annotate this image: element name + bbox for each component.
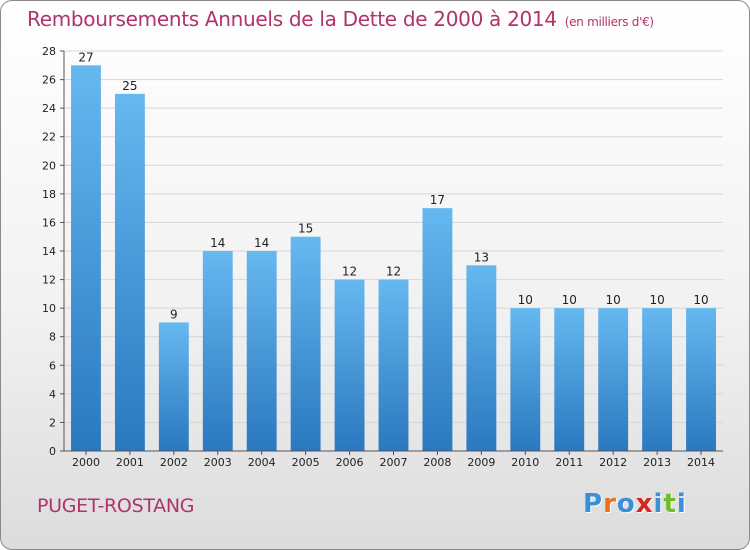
bar-2001 xyxy=(114,93,145,451)
bar-value-label: 14 xyxy=(210,236,225,250)
bar-value-label: 15 xyxy=(298,222,313,236)
bar-value-label: 10 xyxy=(649,293,664,307)
bar-value-label: 12 xyxy=(386,265,401,279)
x-tick-label: 2013 xyxy=(643,456,671,469)
y-tick-label: 18 xyxy=(42,188,56,201)
bar-2012 xyxy=(598,308,629,451)
x-tick-label: 2012 xyxy=(599,456,627,469)
proxiti-logo: Proxiti xyxy=(583,489,687,519)
bar-value-label: 25 xyxy=(122,79,137,93)
chart-title-text: Remboursements Annuels de la Dette de 20… xyxy=(27,7,557,31)
bar-value-label: 10 xyxy=(562,293,577,307)
bar-2010 xyxy=(510,308,541,451)
bar-2004 xyxy=(246,251,277,451)
bar-2008 xyxy=(422,208,453,451)
y-tick-label: 2 xyxy=(49,416,56,429)
bar-value-label: 10 xyxy=(518,293,533,307)
chart-unit-note: (en milliers d'€) xyxy=(564,15,654,29)
bar-2011 xyxy=(554,308,585,451)
logo-letter: P xyxy=(583,489,604,519)
y-tick-label: 20 xyxy=(42,159,56,172)
logo-letter: i xyxy=(676,489,687,519)
bar-value-label: 10 xyxy=(693,293,708,307)
x-tick-label: 2008 xyxy=(423,456,451,469)
y-tick-label: 22 xyxy=(42,131,56,144)
logo-letter: o xyxy=(616,489,636,519)
x-tick-label: 2000 xyxy=(72,456,100,469)
x-tick-label: 2010 xyxy=(511,456,539,469)
bar-2009 xyxy=(466,265,497,451)
x-tick-label: 2003 xyxy=(204,456,232,469)
logo-letter: t xyxy=(663,489,677,519)
logo-letter: i xyxy=(653,489,664,519)
chart-title: Remboursements Annuels de la Dette de 20… xyxy=(27,7,654,31)
x-tick-label: 2002 xyxy=(160,456,188,469)
bar-2000 xyxy=(71,65,101,452)
bar-2005 xyxy=(290,236,321,451)
y-tick-label: 14 xyxy=(42,245,56,258)
location-name: PUGET-ROSTANG xyxy=(37,495,195,517)
x-tick-label: 2009 xyxy=(467,456,495,469)
x-tick-label: 2006 xyxy=(336,456,364,469)
y-tick-label: 12 xyxy=(42,274,56,287)
bar-2002 xyxy=(158,322,189,451)
x-tick-label: 2007 xyxy=(380,456,408,469)
bar-value-label: 10 xyxy=(606,293,621,307)
logo-letter: r xyxy=(603,489,617,519)
y-tick-label: 26 xyxy=(42,74,56,87)
x-tick-label: 2011 xyxy=(555,456,583,469)
bar-value-label: 12 xyxy=(342,265,357,279)
logo-letter: x xyxy=(635,489,654,519)
bar-value-label: 9 xyxy=(170,307,178,321)
y-tick-label: 16 xyxy=(42,216,56,229)
bar-value-label: 17 xyxy=(430,193,445,207)
bar-2014 xyxy=(686,308,716,451)
y-tick-label: 8 xyxy=(49,331,56,344)
y-tick-label: 24 xyxy=(42,102,56,115)
x-tick-label: 2014 xyxy=(687,456,715,469)
y-tick-label: 6 xyxy=(49,359,56,372)
y-tick-label: 10 xyxy=(42,302,56,315)
bar-2003 xyxy=(202,251,233,451)
bar-2007 xyxy=(378,279,409,451)
y-tick-label: 0 xyxy=(49,445,56,458)
bar-2006 xyxy=(334,279,365,451)
y-tick-label: 28 xyxy=(42,45,56,58)
bar-value-label: 14 xyxy=(254,236,269,250)
y-tick-label: 4 xyxy=(49,388,56,401)
x-tick-label: 2001 xyxy=(116,456,144,469)
bar-value-label: 27 xyxy=(78,50,93,64)
bar-2013 xyxy=(642,308,673,451)
x-tick-label: 2004 xyxy=(248,456,276,469)
bar-value-label: 13 xyxy=(474,250,489,264)
x-tick-label: 2005 xyxy=(292,456,320,469)
